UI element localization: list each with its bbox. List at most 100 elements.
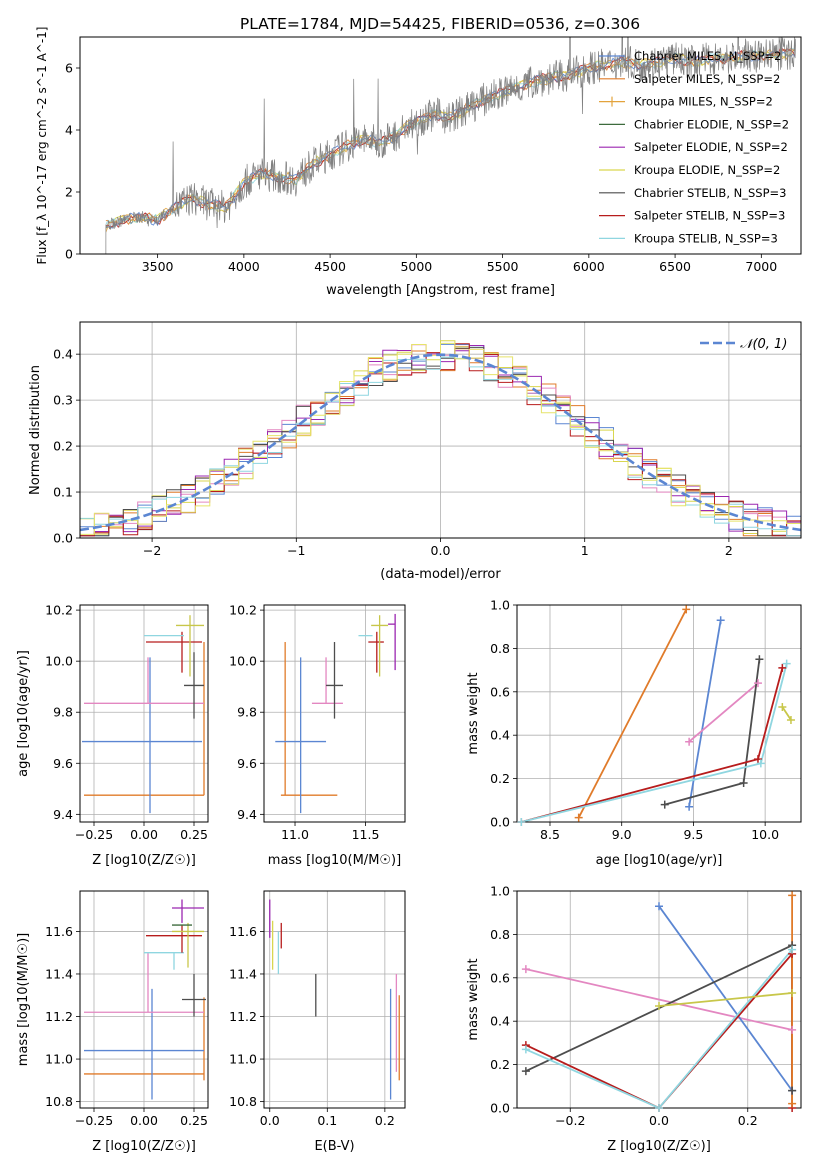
x-axis-label: wavelength [Angstrom, rest frame] [326, 283, 555, 298]
legend-label: Chabrier STELIB, N_SSP=3 [634, 186, 786, 200]
mass-weight-marker [753, 755, 762, 764]
y-tick-label: 0 [65, 247, 73, 262]
y-tick-label: 11.2 [229, 1009, 257, 1024]
mass-weight-marker [521, 965, 530, 974]
y-tick-label: 0.4 [490, 1014, 510, 1029]
x-tick-label: 4000 [228, 259, 260, 274]
mass-weight-marker [788, 1025, 797, 1034]
mass-weight-line [781, 706, 792, 721]
plot-area [269, 899, 400, 1100]
y-tick-label: 11.0 [45, 1052, 73, 1067]
x-axis-label: Z [log10(Z/Z☉)] [92, 1139, 196, 1154]
y-tick-label: 0.3 [53, 393, 73, 408]
mass-weight-marker [786, 716, 795, 725]
y-tick-label: 0.0 [490, 1101, 510, 1116]
y-tick-label: 9.8 [53, 705, 73, 720]
y-tick-label: 11.2 [45, 1009, 73, 1024]
normal-curve [80, 353, 801, 532]
y-tick-label: 10.8 [45, 1094, 73, 1109]
figure-title: PLATE=1784, MJD=54425, FIBERID=0536, z=0… [240, 15, 640, 33]
y-tick-label: 0.1 [53, 485, 73, 500]
mass-weight-marker [682, 605, 691, 614]
axes-frame [263, 890, 406, 1109]
x-tick-label: −0.25 [75, 827, 113, 842]
x-axis-label: (data-model)/error [380, 567, 501, 582]
mass-weight-marker [778, 663, 787, 672]
mass-weight-marker [753, 679, 762, 688]
legend-label: Kroupa ELODIE, N_SSP=2 [634, 163, 780, 177]
mass-weight-marker [739, 778, 748, 787]
legend-label: Salpeter MILES, N_SSP=2 [634, 72, 780, 86]
x-axis-label: age [log10(age/yr)] [596, 853, 723, 868]
mass-weight-marker [685, 802, 694, 811]
mass-weight-line [658, 905, 793, 1092]
x-tick-label: 6000 [573, 259, 605, 274]
x-tick-label: 9.0 [612, 827, 632, 842]
y-tick-label: 11.4 [45, 966, 73, 981]
x-tick-label: 5500 [487, 259, 519, 274]
mass-weight-marker [517, 818, 526, 826]
mass-weight-marker [574, 813, 583, 822]
x-tick-label: 6500 [659, 259, 691, 274]
observed-spectrum-line [105, 37, 797, 254]
plot-area [275, 613, 396, 814]
x-axis-label: E(B-V) [314, 1139, 354, 1154]
y-tick-label: 10.8 [229, 1094, 257, 1109]
y-tick-label: 11.6 [45, 924, 73, 939]
x-tick-label: 2 [725, 543, 733, 558]
x-tick-label: 0.0 [260, 1113, 280, 1128]
y-axis-label: mass weight [466, 958, 481, 1040]
y-tick-label: 9.4 [237, 807, 257, 822]
y-tick-label: 6 [65, 61, 73, 76]
y-axis-label: mass [log10(M/M☉)] [16, 933, 31, 1066]
y-tick-label: 0.2 [53, 439, 73, 454]
x-axis-label: Z [log10(Z/Z☉)] [92, 853, 196, 868]
y-tick-label: 0.4 [490, 728, 510, 743]
x-tick-label: 0.0 [649, 1113, 669, 1128]
chart-massweight_vs_age: 8.5 9.0 9.5 10.0 0.0 0.2 0.4 0.6 0.8 1.0 age [log1… [466, 598, 802, 868]
y-tick-label: 9.4 [53, 807, 73, 822]
y-tick-label: 0.8 [490, 927, 510, 942]
mass-weight-marker [778, 702, 787, 711]
x-tick-label: 0.2 [738, 1113, 758, 1128]
mass-weight-line [525, 968, 793, 1031]
mass-weight-line [688, 682, 759, 743]
y-tick-label: 1.0 [490, 884, 510, 899]
axes-frame [79, 36, 802, 255]
mass-weight-line [577, 608, 688, 819]
x-tick-label: 8.5 [540, 827, 560, 842]
y-tick-label: 10.2 [45, 603, 73, 618]
legend-label: 𝒩(0, 1) [740, 337, 787, 352]
axes-frame [263, 604, 406, 823]
x-tick-label: 11.5 [352, 827, 380, 842]
mass-weight-marker [788, 1086, 797, 1095]
chart-age_vs_mass: 11.0 11.5 9.4 9.6 9.8 10.0 10.2 mass [log10(M/M… [229, 603, 406, 868]
x-tick-label: 1 [581, 543, 589, 558]
x-tick-label: 0.1 [317, 1113, 337, 1128]
y-tick-label: 4 [65, 123, 73, 138]
mass-weight-marker [685, 737, 694, 746]
x-tick-label: 5000 [400, 259, 432, 274]
legend-label: Chabrier ELODIE, N_SSP=2 [634, 117, 789, 131]
mass-weight-marker [755, 655, 764, 664]
mass-weight-marker [521, 1045, 530, 1054]
mass-weight-line [521, 663, 788, 822]
mass-weight-marker [655, 1104, 663, 1112]
x-axis-label: Z [log10(Z/Z☉)] [607, 1139, 711, 1154]
axes-frame [516, 604, 802, 823]
y-tick-label: 0.2 [490, 1057, 510, 1072]
y-tick-label: 1.0 [490, 598, 510, 613]
x-axis-label: mass [log10(M/M☉)] [268, 853, 401, 868]
plot-area [82, 615, 205, 814]
y-tick-label: 10.2 [229, 603, 257, 618]
chart-residuals: −2 −1 0.0 1 2 0.0 0.1 0.2 0.3 0.4 (data-model)/err… [28, 321, 802, 582]
x-tick-label: 9.5 [683, 827, 703, 842]
mass-weight-marker [756, 759, 765, 768]
y-tick-label: 9.6 [53, 756, 73, 771]
y-tick-label: 11.6 [229, 924, 257, 939]
y-tick-label: 11.0 [229, 1052, 257, 1067]
legend-label: Kroupa STELIB, N_SSP=3 [634, 231, 778, 245]
legend-label: Salpeter STELIB, N_SSP=3 [634, 209, 785, 223]
y-tick-label: 10.0 [229, 654, 257, 669]
chart-massweight_vs_Z: −0.2 0.0 0.2 0.0 0.2 0.4 0.6 0.8 1.0 Z [log10(Z/Z… [466, 884, 802, 1154]
